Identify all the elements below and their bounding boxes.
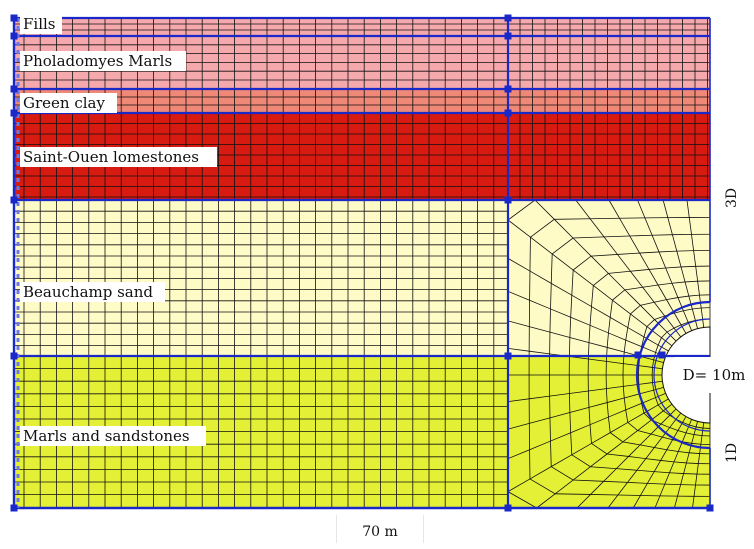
mesh-node-marker: [10, 85, 18, 93]
tunnel-outer-ring: [635, 300, 711, 450]
tunnel-radial-mesh: [507, 199, 711, 509]
mesh-node-marker: [10, 504, 18, 512]
layer-label-saint-ouen-limestones: Saint-Ouen lomestones: [20, 147, 217, 167]
layer-boundaries: [12, 16, 711, 510]
layer-fill-fills: [14, 18, 710, 36]
layer-label-beauchamp-sand: Beauchamp sand: [20, 282, 166, 302]
mesh-node-marker: [504, 85, 512, 93]
mesh-node-marker: [706, 504, 714, 512]
mesh-node-marker: [504, 109, 512, 117]
mesh-node-marker: [504, 352, 512, 360]
layer-label-green-clay: Green clay: [20, 93, 117, 113]
mesh-node-marker: [504, 32, 512, 40]
layer-label-pholadomyes-marls: Pholadomyes Marls: [20, 51, 187, 71]
tunnel-inner-ring: [653, 318, 711, 432]
dimension-diameter: D= 10m: [674, 357, 754, 393]
mesh-node-marker: [504, 14, 512, 22]
mesh-node-marker: [10, 352, 18, 360]
layer-label-marls-and-sandstones: Marls and sandstones: [20, 426, 206, 446]
key-nodes: [10, 14, 714, 512]
dimension-below-tunnel: 1D: [716, 418, 748, 488]
mesh-grid-lines: [14, 18, 710, 508]
mesh-node-marker: [658, 351, 666, 359]
mesh-node-marker: [504, 196, 512, 204]
mesh-node-marker: [504, 504, 512, 512]
mesh-node-marker: [10, 109, 18, 117]
mesh-node-marker: [634, 351, 642, 359]
layer-fill-green-clay: [14, 89, 710, 113]
mesh-node-marker: [10, 196, 18, 204]
mesh-node-marker: [10, 32, 18, 40]
dimension-above-tunnel: 3D: [716, 156, 748, 240]
layer-label-fills: Fills: [20, 14, 62, 34]
dimension-width: 70 m: [337, 515, 423, 543]
mesh-node-marker: [10, 14, 18, 22]
